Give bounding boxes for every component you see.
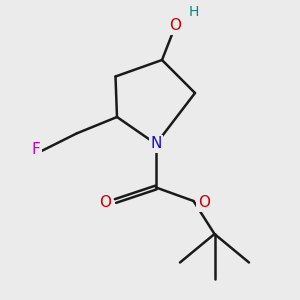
Text: N: N — [150, 136, 162, 152]
Text: O: O — [198, 195, 210, 210]
Text: O: O — [99, 195, 111, 210]
Text: H: H — [188, 5, 199, 19]
Text: F: F — [32, 142, 40, 158]
Text: O: O — [169, 18, 181, 33]
